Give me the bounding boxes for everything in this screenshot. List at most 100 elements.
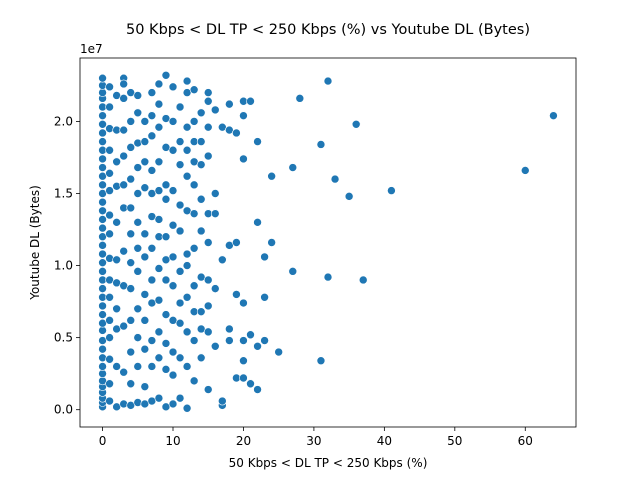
scatter-point bbox=[98, 111, 107, 120]
scatter-point bbox=[126, 379, 136, 389]
scatter-point bbox=[98, 353, 107, 363]
y-offset-label: 1e7 bbox=[80, 42, 103, 56]
scatter-point bbox=[154, 186, 164, 195]
scatter-point bbox=[119, 151, 128, 161]
scatter-point bbox=[161, 194, 171, 204]
x-tick-label: 0 bbox=[99, 434, 107, 448]
x-tick-label: 50 bbox=[447, 434, 462, 448]
scatter-point bbox=[140, 157, 150, 167]
scatter-point bbox=[147, 243, 157, 253]
scatter-point bbox=[260, 336, 269, 345]
scatter-point bbox=[189, 85, 199, 95]
scatter-point bbox=[253, 218, 262, 227]
scatter-point bbox=[175, 267, 185, 276]
scatter-point bbox=[203, 151, 213, 161]
scatter-point bbox=[344, 192, 354, 201]
scatter-point bbox=[112, 181, 121, 191]
scatter-point bbox=[126, 284, 136, 293]
scatter-point bbox=[126, 117, 136, 126]
scatter-point bbox=[112, 157, 121, 167]
scatter-point bbox=[189, 117, 199, 126]
scatter-point bbox=[358, 275, 368, 285]
scatter-point bbox=[98, 215, 107, 224]
scatter-point bbox=[549, 111, 558, 120]
x-tick-label: 60 bbox=[518, 434, 533, 448]
y-tick-label: 1.0 bbox=[54, 259, 73, 273]
scatter-point bbox=[225, 336, 234, 345]
scatter-point bbox=[112, 218, 121, 227]
x-tick-label: 40 bbox=[377, 434, 392, 448]
scatter-point bbox=[196, 194, 206, 204]
scatter-point bbox=[182, 403, 192, 413]
x-tick-label: 20 bbox=[236, 434, 251, 448]
scatter-point bbox=[196, 353, 206, 363]
scatter-point bbox=[133, 189, 143, 198]
scatter-point bbox=[119, 94, 128, 103]
scatter-point bbox=[98, 128, 107, 138]
scatter-point bbox=[105, 82, 114, 92]
scatter-point bbox=[105, 254, 114, 263]
scatter-point bbox=[253, 341, 262, 351]
scatter-point bbox=[126, 174, 136, 184]
y-tick-label: 1.5 bbox=[54, 186, 73, 200]
scatter-point bbox=[154, 353, 164, 363]
scatter-point bbox=[323, 76, 333, 86]
scatter-point bbox=[140, 382, 150, 391]
scatter-point bbox=[98, 88, 107, 97]
scatter-point bbox=[133, 91, 143, 100]
scatter-point bbox=[288, 267, 298, 276]
scatter-point bbox=[154, 393, 164, 403]
scatter-point bbox=[140, 290, 150, 299]
scatter-point bbox=[154, 264, 164, 273]
scatter-point bbox=[267, 238, 276, 247]
scatter-point bbox=[168, 347, 178, 357]
scatter-point bbox=[246, 330, 255, 340]
scatter-point bbox=[98, 344, 107, 354]
scatter-point bbox=[112, 255, 121, 265]
scatter-point bbox=[154, 327, 164, 337]
scatter-point bbox=[98, 249, 107, 259]
scatter-point bbox=[105, 396, 114, 406]
scatter-point bbox=[274, 347, 283, 357]
scatter-point bbox=[168, 370, 178, 380]
scatter-point bbox=[140, 344, 150, 354]
scatter-point bbox=[105, 102, 114, 112]
scatter-point bbox=[98, 223, 107, 233]
scatter-point bbox=[98, 154, 107, 164]
scatter-point bbox=[260, 292, 269, 302]
y-axis-label: Youtube DL (Bytes) bbox=[28, 185, 42, 301]
scatter-point bbox=[119, 367, 128, 377]
scatter-point bbox=[147, 336, 157, 345]
scatter-point bbox=[175, 137, 185, 146]
scatter-point bbox=[253, 385, 262, 394]
scatter-point bbox=[105, 145, 114, 155]
scatter-point bbox=[175, 160, 185, 169]
scatter-point bbox=[210, 105, 220, 115]
scatter-point bbox=[218, 255, 227, 265]
scatter-point bbox=[239, 336, 248, 345]
scatter-point bbox=[147, 362, 157, 371]
points-layer bbox=[98, 71, 558, 413]
scatter-point bbox=[196, 108, 206, 118]
scatter-point bbox=[105, 229, 114, 239]
scatter-point bbox=[112, 304, 121, 314]
scatter-point bbox=[119, 399, 128, 409]
scatter-point bbox=[154, 157, 164, 167]
scatter-point bbox=[133, 218, 143, 227]
scatter-point bbox=[239, 373, 248, 383]
scatter-point bbox=[105, 169, 114, 178]
scatter-point bbox=[147, 88, 157, 97]
scatter-point bbox=[182, 76, 192, 86]
scatter-point bbox=[330, 174, 340, 184]
scatter-point bbox=[105, 186, 114, 195]
scatter-point bbox=[203, 122, 213, 132]
scatter-point bbox=[203, 275, 213, 285]
scatter-point bbox=[168, 145, 178, 155]
scatter-point bbox=[182, 249, 192, 259]
scatter-point bbox=[189, 281, 199, 291]
scatter-point bbox=[140, 316, 150, 325]
scatter-point bbox=[119, 180, 128, 190]
scatter-point bbox=[239, 356, 248, 366]
scatter-point bbox=[210, 209, 220, 218]
